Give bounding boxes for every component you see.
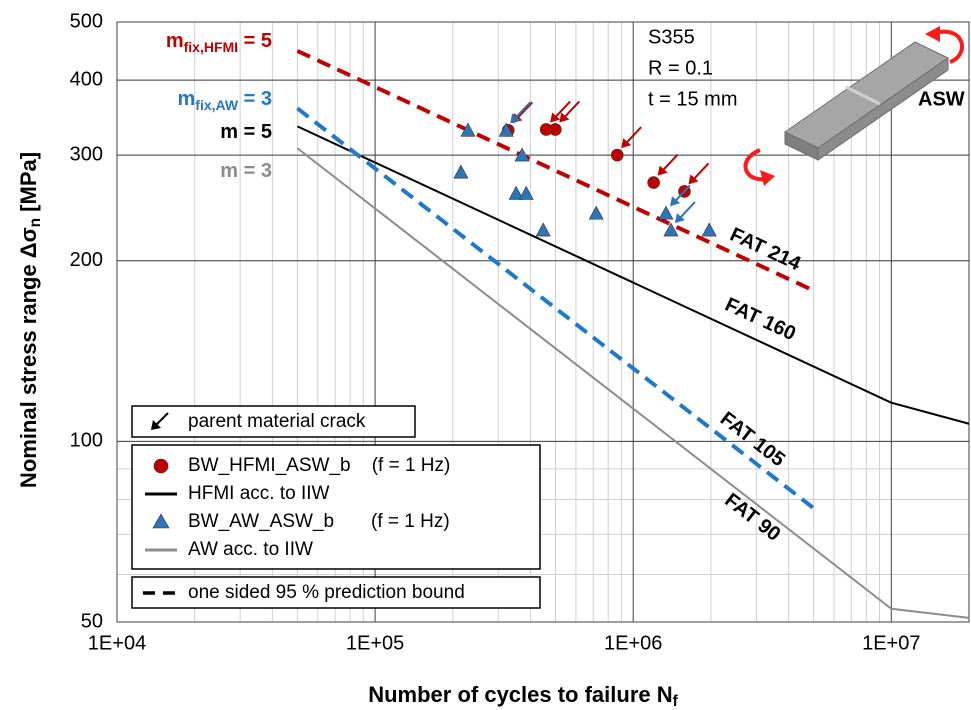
x-axis-title-sub: f [673,693,679,710]
torque-arrow-head [760,170,775,186]
chart: 1E+04 1E+05 1E+06 1E+07 50 100 200 300 400 500 Num… [0,0,971,710]
data-point [611,149,623,161]
slope-label: mfix,AW = 3 [178,88,273,112]
y-tick-label: 100 [70,430,103,452]
data-point [549,123,561,135]
data-point [519,186,533,199]
material-info: R = 0.1 [648,57,713,79]
crack-arrow [516,102,532,119]
torque-arrow-head [925,26,940,42]
data-point [702,223,716,236]
data-point [648,177,660,189]
slope-label-sub: fix,AW [195,97,239,113]
crack-arrow [679,202,695,219]
legend-label: AW acc. to IIW [188,539,313,560]
legend-label: one sided 95 % prediction bound [188,582,465,603]
legend-label: HFMI acc. to IIW [188,483,330,504]
legend-label: parent material crack [188,411,366,432]
slope-label-rest: = 5 [238,30,272,52]
slope-label: m = 5 [220,121,272,143]
data-point [454,165,468,178]
crack-arrow [563,101,579,118]
slope-label-main: m [166,30,184,52]
slope-label: m = 3 [220,160,272,182]
slope-label-sub: fix,HFMI [184,39,238,55]
data-point [536,223,550,236]
x-tick-label: 1E+07 [862,632,920,654]
y-axis-title-main: Nominal stress range Δσ [16,227,41,488]
slope-label-rest: = 3 [238,88,272,110]
x-tick-label: 1E+05 [346,632,404,654]
data-point [589,206,603,219]
slope-label: mfix,HFMI = 5 [166,30,272,54]
y-tick-label: 200 [70,249,103,271]
material-info: t = 15 mm [648,88,737,110]
y-axis-title-sub: n [27,218,44,227]
data-point [664,223,678,236]
crack-arrow [692,163,708,180]
data-point [659,206,673,219]
y-tick-label: 500 [70,10,103,32]
y-tick-label: 300 [70,143,103,165]
legend-swatch [154,459,168,473]
legend-label: BW_AW_ASW_b (f = 1 Hz) [188,511,450,532]
slope-label-main: m [178,88,196,110]
material-info: S355 [648,26,695,48]
x-axis-title-main: Number of cycles to failure N [368,682,672,707]
y-axis-title: Nominal stress range Δσn [MPa] [16,152,44,488]
y-tick-label: 400 [70,68,103,90]
crack-arrow [514,102,530,119]
crack-arrow [662,155,678,172]
y-tick-label: 50 [81,610,103,632]
x-tick-label: 1E+04 [88,632,146,654]
fat-label: FAT 160 [722,294,799,346]
slope-label-main: m = 5 [220,121,272,143]
legend-label: BW_HFMI_ASW_b (f = 1 Hz) [188,455,450,476]
x-tick-label: 1E+06 [604,632,662,654]
x-axis-title: Number of cycles to failure Nf [368,682,678,710]
slope-label-main: m = 3 [220,160,272,182]
y-axis-title-rest: [MPa] [16,152,41,218]
specimen-label: ASW [918,88,965,110]
legend: parent material crack BW_HFMI_ASW_b (f = … [132,406,540,608]
